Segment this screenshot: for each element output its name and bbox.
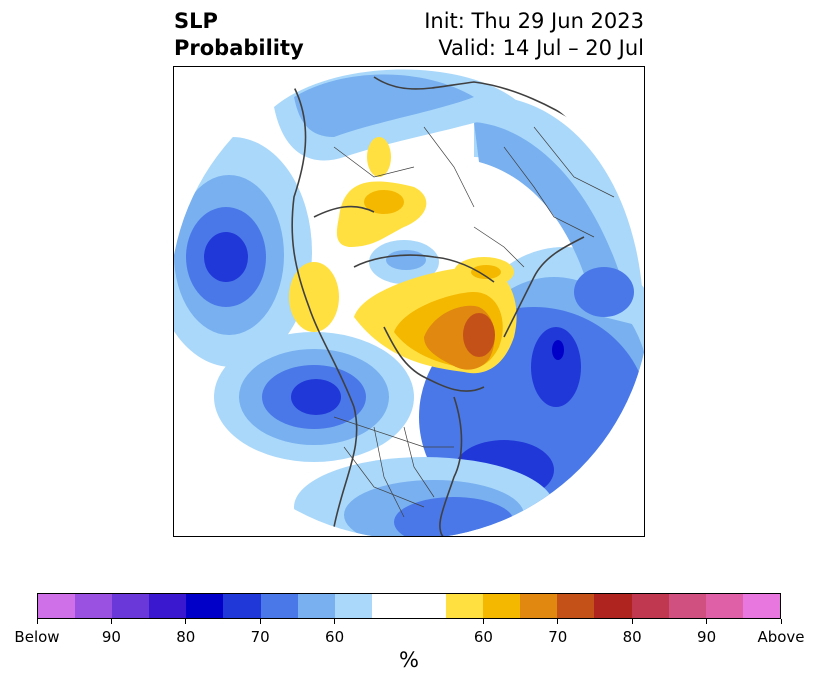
colorbar-tick-label: 60 — [325, 628, 345, 646]
colorbar-tick-mark — [110, 619, 112, 624]
colorbar-tick-mark — [334, 619, 336, 624]
anomaly-north-low — [274, 69, 524, 161]
colorbar-segment — [705, 594, 743, 618]
colorbar-tick-label: 90 — [101, 628, 121, 646]
colorbar-segment — [631, 594, 669, 618]
valid-range: Valid: 14 Jul – 20 Jul — [438, 36, 644, 60]
borders — [333, 126, 615, 518]
colorbar-tick-mark — [185, 619, 187, 624]
colorbar-tick-mark — [780, 619, 782, 624]
title-left: SLP Probability — [174, 8, 304, 62]
colorbar-segment — [260, 594, 298, 618]
colorbar-tick-mark — [482, 619, 484, 624]
colorbar-segment — [334, 594, 372, 618]
colorbar-segment — [112, 594, 150, 618]
colorbar — [37, 593, 781, 619]
colorbar-segment — [668, 594, 706, 618]
colorbar-segment — [149, 594, 187, 618]
anomaly-scandinavia-high — [454, 257, 514, 287]
anomaly-arctic-europe-low — [474, 96, 644, 327]
anomaly-alaska-high — [289, 262, 339, 332]
title-product: Probability — [174, 36, 304, 60]
colorbar-tick-label: 70 — [250, 628, 270, 646]
colorbar-segment — [186, 594, 224, 618]
colorbar-segment — [371, 594, 409, 618]
colorbar-tick-label: Above — [757, 628, 805, 646]
colorbar-tick-label: 60 — [473, 628, 493, 646]
anomaly-northeast-pacific-low — [214, 332, 414, 462]
anomaly-greenland-high — [354, 266, 517, 374]
colorbar-tick-label: 90 — [697, 628, 717, 646]
map-panel — [173, 66, 645, 537]
colorbar-tick-mark — [36, 619, 38, 624]
colorbar-tick-label: 80 — [176, 628, 196, 646]
colorbar-tick-label: 70 — [548, 628, 568, 646]
colorbar-segment — [408, 594, 447, 618]
colorbar-segment — [742, 594, 780, 618]
colorbar-tick-mark — [706, 619, 708, 624]
colorbar-segment — [38, 594, 76, 618]
colorbar-segment — [75, 594, 113, 618]
colorbar-segment — [520, 594, 558, 618]
colorbar-unit-label: % — [399, 648, 419, 672]
colorbar-segment — [557, 594, 595, 618]
title-right: Init: Thu 29 Jun 2023 Valid: 14 Jul – 20… — [424, 8, 644, 62]
title-variable: SLP — [174, 9, 218, 33]
colorbar-tick-mark — [631, 619, 633, 624]
colorbar-tick-mark — [557, 619, 559, 624]
colorbar-tick-label: Below — [14, 628, 60, 646]
colorbar-segment — [223, 594, 261, 618]
colorbar-tick-mark — [259, 619, 261, 624]
map-svg — [174, 67, 644, 536]
colorbar-segment — [297, 594, 335, 618]
colorbar-segment — [483, 594, 521, 618]
init-date: Init: Thu 29 Jun 2023 — [424, 9, 644, 33]
colorbar-segment — [446, 594, 484, 618]
colorbar-tick-label: 80 — [622, 628, 642, 646]
colorbar-segment — [594, 594, 632, 618]
anomaly-siberia-high — [336, 137, 427, 247]
